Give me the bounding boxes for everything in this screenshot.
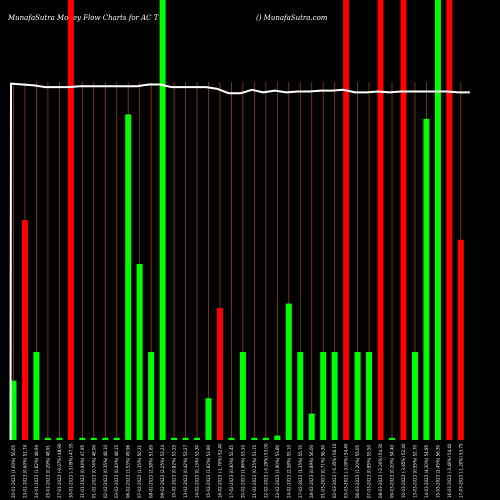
bar [67, 0, 74, 440]
x-tick-label: 15-03-2023 (2.45%) 56.30 [435, 444, 440, 498]
bar [21, 220, 28, 440]
price-line-path [9, 82, 470, 441]
x-tick-label: 16-03-2023 (-3.40%) 54.40 [447, 443, 452, 498]
bars [10, 0, 464, 441]
bar [285, 303, 292, 440]
bar [423, 118, 430, 441]
bar [125, 114, 132, 441]
x-tick-label: 14-02-2023 (0.13%) 53.30 [195, 444, 200, 498]
bar [389, 437, 396, 440]
bar [366, 352, 373, 440]
bar [194, 437, 201, 440]
bar [56, 437, 63, 440]
x-tick-label: 08-03-2023 (-2.20%) 54.30 [378, 443, 383, 498]
x-tick-label: 02-03-2023 (-0.35%) 56.10 [332, 443, 337, 498]
bar [171, 437, 178, 440]
bar [434, 0, 441, 440]
bar [446, 0, 453, 440]
x-tick-label: 15-02-2023 (1.92%) 53.90 [206, 444, 211, 498]
bar [457, 239, 464, 440]
bar [308, 413, 315, 440]
bar [331, 352, 338, 440]
x-tick-label: 02-02-2023 (0.35%) 48.10 [103, 444, 108, 498]
grid-lines [13, 82, 462, 440]
x-tick-label: 10-02-2023 (0.82%) 53.25 [172, 444, 177, 498]
x-tick-label: 27-01-2023 (-0.07%) 48.90 [57, 443, 62, 498]
bar [159, 0, 166, 440]
x-tick-labels: 20-01-2023 (1.00%) 50.05 23-01-2023 (0.60… [11, 443, 463, 498]
bar [343, 0, 350, 440]
x-tick-label: 24-02-2023 (2.58%) 55.10 [286, 444, 291, 498]
bar [400, 0, 407, 440]
x-tick-label: 01-02-2023 (0.74%) 48.00 [91, 444, 96, 498]
x-tick-label: 10-03-2023 (-3.65%) 52.40 [401, 443, 406, 498]
bar [136, 264, 143, 440]
price-line [9, 82, 470, 441]
chart-header-right: () MunafaSutra.com [256, 14, 328, 22]
x-tick-label: 25-01-2023 (0.29%) 48.91 [45, 444, 50, 498]
x-tick-label: 20-01-2023 (1.00%) 50.05 [11, 444, 16, 498]
bar [411, 352, 418, 440]
x-tick-label: 09-02-2023 (2.25%) 53.24 [160, 444, 165, 498]
x-tick-label: 06-03-2023 (1.20%) 55.05 [355, 444, 360, 498]
x-tick-label: 22-02-2023 (-0.29%) 53.00 [263, 443, 268, 498]
bar [239, 352, 246, 440]
x-tick-label: 17-02-2023 (0.40%) 52.45 [229, 444, 234, 498]
bar [274, 435, 281, 440]
x-tick-label: 13-02-2023 (0.42%) 53.27 [183, 444, 188, 498]
x-tick-label: 20-02-2023 (1.96%) 53.10 [240, 444, 245, 498]
bar [228, 437, 235, 440]
bar [79, 437, 86, 440]
bar [113, 437, 120, 440]
x-tick-label: 27-02-2023 (1.35%) 55.70 [298, 444, 303, 498]
x-tick-label: 23-01-2023 (0.60%) 51.74 [22, 444, 27, 498]
bar [354, 352, 361, 440]
x-tick-label: 28-02-2023 (0.89%) 56.00 [309, 444, 314, 498]
bar [182, 437, 189, 440]
bar [33, 352, 40, 440]
bar [10, 380, 17, 440]
bar [216, 308, 223, 440]
bar [44, 437, 51, 440]
x-tick-label: 17-03-2023 (-1.20%) 53.75 [458, 443, 463, 498]
x-tick-label: 01-03-2023 (0.71%) 56.30 [321, 444, 326, 498]
x-tick-label: 06-02-2023 (3.53%) 49.96 [126, 444, 131, 498]
bar [297, 352, 304, 440]
x-tick-label: 13-03-2023 (0.55%) 52.70 [412, 444, 417, 498]
bar [102, 437, 109, 440]
x-tick-label: 09-03-2023 (0.20%) 54.40 [390, 444, 395, 498]
bar [90, 437, 97, 440]
x-tick-label: 03-02-2023 (0.43%) 48.15 [114, 444, 119, 498]
x-tick-label: 08-02-2023 (2.38%) 51.65 [149, 444, 154, 498]
x-tick-label: 24-01-2023 (1.62%) 48.94 [34, 444, 39, 498]
x-tick-label: 31-01-2023 (0.94%) 47.95 [80, 444, 85, 498]
chart-header-left: MunafaSutra Money Flow Charts for AC T [7, 14, 160, 22]
x-tick-label: 16-02-2023 (-1.70%) 52.40 [217, 443, 222, 498]
bar [148, 352, 155, 440]
x-tick-label: 21-02-2023 (0.25%) 53.15 [252, 444, 257, 498]
bar [262, 437, 269, 440]
x-tick-label: 30-01-2023 (-3.09%) 47.35 [68, 443, 73, 498]
x-tick-label: 23-02-2023 (1.90%) 53.80 [275, 444, 280, 498]
bar [205, 398, 212, 440]
x-tick-label: 03-03-2023 (-3.00%) 54.40 [344, 443, 349, 498]
bar [377, 0, 384, 440]
bar [320, 352, 327, 440]
x-tick-label: 07-03-2023 (0.85%) 55.50 [367, 444, 372, 498]
x-tick-label: 14-03-2023 (4.30%) 54.95 [424, 444, 429, 498]
x-tick-label: 07-02-2023 (1.35%) 50.31 [137, 444, 142, 498]
bar [251, 437, 258, 440]
